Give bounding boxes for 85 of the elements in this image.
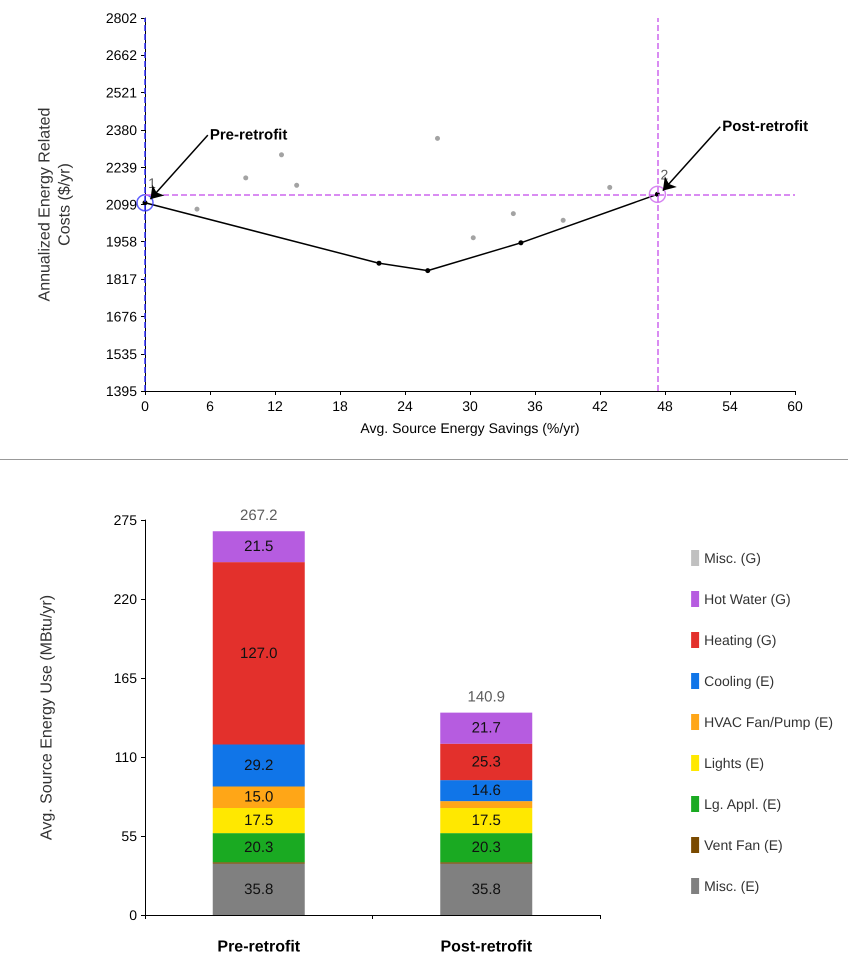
y-tick-label: 2239 bbox=[106, 159, 138, 176]
y-tick-label: 110 bbox=[114, 749, 138, 765]
point bbox=[648, 186, 666, 204]
x-tick-label: 42 bbox=[592, 398, 608, 414]
y-tick-label: 2521 bbox=[106, 84, 138, 100]
y-tick-label: 2802 bbox=[106, 10, 138, 26]
point bbox=[425, 268, 430, 274]
y-tick-label: 1676 bbox=[106, 308, 138, 325]
point bbox=[607, 184, 612, 190]
x-tick-label: 6 bbox=[206, 398, 214, 414]
data-label: 21.7 bbox=[472, 720, 501, 737]
point bbox=[560, 218, 566, 223]
x-tick-label: 12 bbox=[267, 398, 283, 414]
point bbox=[510, 211, 516, 216]
point bbox=[136, 194, 154, 212]
y-tick-label: 55 bbox=[121, 828, 138, 844]
bar bbox=[212, 833, 305, 862]
x-tick-label: 60 bbox=[787, 398, 803, 414]
annotation: Post-retrofit bbox=[722, 118, 808, 136]
legend-label: Misc. (E) bbox=[704, 878, 760, 894]
x-tick-label: 18 bbox=[332, 398, 348, 414]
bar bbox=[212, 531, 305, 562]
x-tick-label: 0 bbox=[141, 398, 150, 414]
y-tick-label: 275 bbox=[114, 512, 138, 528]
total-label: 267.2 bbox=[240, 507, 278, 524]
total-label: 140.9 bbox=[467, 688, 506, 706]
data-label: 17.5 bbox=[472, 812, 501, 830]
bar bbox=[440, 808, 532, 834]
data-label: 20.3 bbox=[472, 839, 501, 856]
y-tick-label: 1535 bbox=[106, 346, 138, 362]
data-label: 127.0 bbox=[240, 644, 278, 662]
x-tick-label: 24 bbox=[397, 398, 413, 414]
x-tick-label: 36 bbox=[527, 398, 543, 414]
y-tick-label: 165 bbox=[114, 670, 138, 686]
x-tick-label: 54 bbox=[722, 398, 738, 414]
data-label: 25.3 bbox=[472, 753, 501, 770]
point bbox=[518, 240, 524, 246]
legend-label: HVAC Fan/Pump (E) bbox=[704, 714, 834, 730]
y-tick-label: 220 bbox=[114, 591, 138, 607]
y-axis-title: Annualized Energy Related Costs ($/yr) bbox=[36, 108, 74, 302]
y-tick-label: 1395 bbox=[106, 383, 138, 399]
y-tick-label: 2662 bbox=[106, 47, 138, 64]
bar bbox=[440, 864, 532, 915]
bar bbox=[212, 562, 305, 745]
data-label: 35.8 bbox=[244, 880, 274, 898]
legend-label: Lg. Appl. (E) bbox=[704, 796, 782, 812]
legend-label: Vent Fan (E) bbox=[704, 837, 783, 853]
legend-label: Lights (E) bbox=[704, 755, 764, 771]
bar bbox=[212, 744, 305, 786]
y-axis-title: Avg. Source Energy Use (MBtu/yr) bbox=[38, 594, 56, 840]
x-tick-label: 48 bbox=[657, 398, 673, 414]
data-label: 17.5 bbox=[244, 812, 274, 830]
bar bbox=[212, 864, 305, 915]
legend-label: Hot Water (G) bbox=[704, 591, 791, 607]
bar bbox=[440, 744, 532, 780]
annotation: Pre-retrofit bbox=[210, 126, 288, 144]
bar bbox=[440, 801, 532, 808]
point bbox=[470, 235, 476, 240]
data-label: 14.6 bbox=[472, 782, 501, 800]
bar bbox=[440, 712, 532, 744]
data-label: 29.2 bbox=[244, 756, 274, 774]
data-label: 21.5 bbox=[244, 538, 274, 556]
x-tick-label: 30 bbox=[462, 398, 478, 414]
legend-label: Cooling (E) bbox=[704, 673, 774, 689]
y-tick-label: 2099 bbox=[106, 196, 138, 212]
y-tick-label: 0 bbox=[129, 907, 138, 923]
bar bbox=[440, 780, 532, 802]
y-tick-label: 1817 bbox=[106, 271, 138, 288]
y-tick-label: 2380 bbox=[106, 122, 138, 138]
data-label: 35.8 bbox=[472, 880, 501, 898]
legend-label: Misc. (G) bbox=[704, 550, 761, 566]
data-label: 15.0 bbox=[244, 788, 274, 806]
point bbox=[279, 152, 284, 158]
bar bbox=[440, 833, 532, 862]
point bbox=[435, 136, 440, 141]
point bbox=[243, 175, 248, 180]
bar bbox=[212, 786, 305, 808]
legend-label: Heating (G) bbox=[704, 632, 776, 648]
data-label: 20.3 bbox=[244, 839, 274, 856]
y-tick-label: 1958 bbox=[106, 234, 138, 250]
point bbox=[194, 206, 200, 212]
x-axis-title: Avg. Source Energy Savings (%/yr) bbox=[360, 420, 580, 436]
point bbox=[376, 260, 382, 266]
bar bbox=[212, 808, 305, 834]
point bbox=[294, 182, 300, 188]
